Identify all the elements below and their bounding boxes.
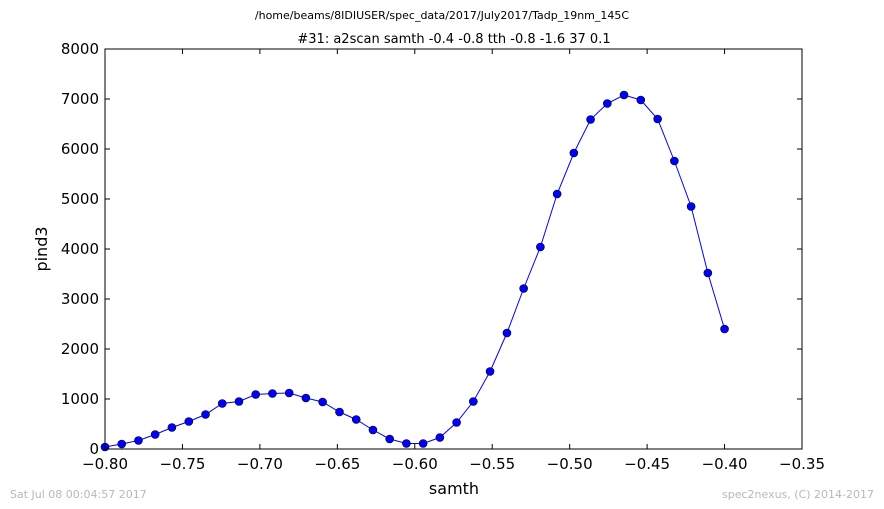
data-point: [552, 189, 562, 199]
x-tick-label: −0.40: [702, 455, 748, 473]
data-point: [201, 410, 210, 419]
data-point: [184, 417, 194, 426]
x-tick-label: −0.45: [624, 455, 670, 473]
x-tick-label: −0.75: [159, 455, 205, 473]
y-tick-label: 4000: [61, 240, 99, 258]
x-tick-label: −0.70: [237, 455, 283, 473]
data-point: [536, 242, 545, 252]
data-point: [703, 268, 713, 278]
chart-title: #31: a2scan samth -0.4 -0.8 tth -0.8 -1.…: [297, 32, 610, 47]
data-point: [435, 433, 445, 442]
data-point: [301, 393, 311, 403]
data-point: [485, 367, 495, 376]
plot-data-layer: [100, 90, 729, 452]
data-point: [117, 439, 127, 449]
data-point: [686, 202, 696, 211]
data-point: [268, 389, 277, 398]
y-tick-label: 7000: [61, 90, 99, 108]
y-tick-label: 8000: [61, 40, 99, 58]
data-point: [569, 148, 579, 158]
data-point: [619, 90, 629, 100]
footer-credit: spec2nexus, (C) 2014-2017: [722, 488, 874, 501]
data-point: [636, 95, 646, 105]
y-tick-label: 5000: [61, 190, 99, 208]
data-point: [150, 430, 160, 439]
data-point: [586, 115, 595, 124]
data-point: [284, 388, 294, 398]
data-point: [720, 324, 729, 334]
data-point: [234, 397, 244, 406]
data-point: [452, 418, 461, 427]
data-point: [602, 99, 612, 108]
data-point: [385, 434, 394, 444]
footer-timestamp: Sat Jul 08 00:04:57 2017: [10, 488, 147, 501]
data-point: [134, 436, 143, 445]
data-point: [318, 397, 327, 407]
plot-frame: [104, 48, 803, 450]
x-tick-label: −0.60: [392, 455, 438, 473]
data-point: [217, 399, 227, 408]
y-tick-label: 6000: [61, 140, 99, 158]
data-point: [502, 328, 512, 338]
data-point: [402, 439, 411, 448]
x-axis-label: samth: [429, 479, 479, 498]
y-axis-label: pind3: [32, 226, 51, 271]
y-tick-label: 0: [89, 440, 99, 458]
axis-ticks: −0.80 −0.75 −0.70 −0.65 −0.60 −0.55 −0.50 −0.45…: [61, 40, 825, 473]
data-point: [335, 407, 344, 417]
figure-suptitle: /home/beams/8IDIUSER/spec_data/2017/July…: [255, 9, 630, 22]
data-point: [418, 439, 428, 448]
y-tick-label: 3000: [61, 290, 99, 308]
data-point: [469, 397, 478, 406]
y-tick-label: 1000: [61, 390, 99, 408]
x-tick-label: −0.55: [469, 455, 515, 473]
x-tick-label: −0.65: [314, 455, 360, 473]
series-line: [104, 94, 726, 448]
data-point: [653, 114, 662, 124]
x-tick-label: −0.35: [779, 455, 825, 473]
data-point: [519, 284, 528, 293]
data-point: [251, 390, 261, 399]
y-tick-label: 2000: [61, 340, 99, 358]
data-point: [670, 156, 679, 166]
x-tick-label: −0.50: [547, 455, 593, 473]
data-point: [368, 425, 378, 435]
data-point: [351, 415, 361, 424]
data-point: [167, 423, 177, 432]
x-tick-label: −0.80: [82, 455, 128, 473]
